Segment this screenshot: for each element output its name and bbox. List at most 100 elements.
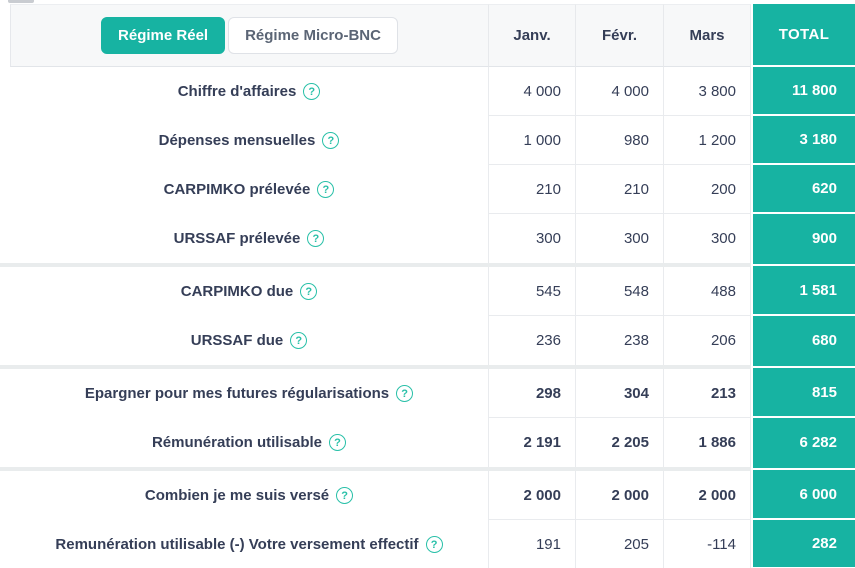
value-cell-mars: 1 886: [663, 418, 751, 467]
row-label-cell: Combien je me suis versé ?: [10, 471, 488, 520]
table-row: Remunération utilisable (-) Votre versem…: [10, 520, 855, 568]
row-label: Remunération utilisable (-) Votre versem…: [55, 536, 419, 553]
value-cell-janv: 2 000: [488, 471, 575, 520]
tab-regime-reel[interactable]: Régime Réel: [101, 17, 226, 54]
row-label: Chiffre d'affaires: [177, 83, 297, 100]
row-label-cell: Remunération utilisable (-) Votre versem…: [10, 520, 488, 568]
help-icon[interactable]: ?: [396, 385, 414, 402]
value-cell-mars: 200: [663, 165, 751, 214]
value-cell-janv: 210: [488, 165, 575, 214]
regime-tab-group: Régime Réel Régime Micro-BNC: [101, 17, 398, 54]
column-header-mars: Mars: [663, 4, 751, 67]
value-cell-fevr: 304: [575, 369, 663, 418]
total-cell: 3 180: [751, 116, 855, 165]
row-label: CARPIMKO due: [180, 283, 294, 300]
row-label: Dépenses mensuelles: [158, 132, 316, 149]
value-cell-janv: 300: [488, 214, 575, 263]
total-cell: 1 581: [751, 267, 855, 316]
row-label-cell: Chiffre d'affaires ?: [10, 67, 488, 116]
value-cell-mars: 488: [663, 267, 751, 316]
total-cell: 6 282: [751, 418, 855, 467]
section-separator-band: [0, 263, 751, 267]
help-icon[interactable]: ?: [425, 536, 443, 553]
value-cell-mars: 1 200: [663, 116, 751, 165]
row-label-cell: CARPIMKO due ?: [10, 267, 488, 316]
section-separator: [0, 263, 855, 267]
row-label: Epargner pour mes futures régularisation…: [84, 385, 390, 402]
table-row: URSSAF prélevée ? 300 300 300 900: [10, 214, 855, 263]
help-icon[interactable]: ?: [329, 434, 347, 451]
value-cell-mars: 3 800: [663, 67, 751, 116]
row-label-cell: URSSAF prélevée ?: [10, 214, 488, 263]
value-cell-fevr: 210: [575, 165, 663, 214]
value-cell-fevr: 548: [575, 267, 663, 316]
section-separator-total-band: [751, 467, 855, 471]
row-label-cell: URSSAF due ?: [10, 316, 488, 365]
table-row: CARPIMKO due ? 545 548 488 1 581: [10, 267, 855, 316]
value-cell-fevr: 238: [575, 316, 663, 365]
row-label: CARPIMKO prélevée: [163, 181, 311, 198]
value-cell-janv: 298: [488, 369, 575, 418]
value-cell-mars: -114: [663, 520, 751, 568]
total-cell: 11 800: [751, 67, 855, 116]
value-cell-janv: 4 000: [488, 67, 575, 116]
value-cell-janv: 236: [488, 316, 575, 365]
regime-tab-header-cell: Régime Réel Régime Micro-BNC: [10, 4, 488, 67]
section-separator-total-band: [751, 263, 855, 267]
total-cell: 6 000: [751, 471, 855, 520]
column-header-total: TOTAL: [751, 4, 855, 67]
value-cell-mars: 300: [663, 214, 751, 263]
row-label-cell: CARPIMKO prélevée ?: [10, 165, 488, 214]
tab-regime-micro-bnc[interactable]: Régime Micro-BNC: [228, 17, 398, 54]
column-header-janv: Janv.: [488, 4, 575, 67]
value-cell-janv: 545: [488, 267, 575, 316]
table-row: Combien je me suis versé ? 2 000 2 000 2…: [10, 471, 855, 520]
table-row: Epargner pour mes futures régularisation…: [10, 369, 855, 418]
total-cell: 680: [751, 316, 855, 365]
column-header-fevr: Févr.: [575, 4, 663, 67]
help-icon[interactable]: ?: [307, 230, 325, 247]
row-label-cell: Epargner pour mes futures régularisation…: [10, 369, 488, 418]
help-icon[interactable]: ?: [303, 83, 321, 100]
value-cell-mars: 213: [663, 369, 751, 418]
value-cell-mars: 206: [663, 316, 751, 365]
section-separator-band: [0, 467, 751, 471]
row-label: Rémunération utilisable: [151, 434, 323, 451]
table-row: Rémunération utilisable ? 2 191 2 205 1 …: [10, 418, 855, 467]
section-separator: [0, 467, 855, 471]
row-label-cell: Rémunération utilisable ?: [10, 418, 488, 467]
page-edge-fragment: [8, 0, 34, 3]
value-cell-fevr: 4 000: [575, 67, 663, 116]
help-icon[interactable]: ?: [336, 487, 354, 504]
total-cell: 900: [751, 214, 855, 263]
help-icon[interactable]: ?: [300, 283, 318, 300]
row-label: URSSAF due: [190, 332, 284, 349]
row-label: Combien je me suis versé: [144, 487, 330, 504]
value-cell-janv: 1 000: [488, 116, 575, 165]
value-cell-janv: 191: [488, 520, 575, 568]
section-separator-total-band: [751, 365, 855, 369]
table-row: URSSAF due ? 236 238 206 680: [10, 316, 855, 365]
table-row: Dépenses mensuelles ? 1 000 980 1 200 3 …: [10, 116, 855, 165]
value-cell-janv: 2 191: [488, 418, 575, 467]
table-header-row: Régime Réel Régime Micro-BNC Janv. Févr.…: [10, 4, 855, 67]
value-cell-fevr: 205: [575, 520, 663, 568]
section-separator: [0, 365, 855, 369]
row-label: URSSAF prélevée: [173, 230, 301, 247]
row-label-cell: Dépenses mensuelles ?: [10, 116, 488, 165]
section-separator-band: [0, 365, 751, 369]
table-row: Chiffre d'affaires ? 4 000 4 000 3 800 1…: [10, 67, 855, 116]
value-cell-fevr: 300: [575, 214, 663, 263]
table-body: Chiffre d'affaires ? 4 000 4 000 3 800 1…: [0, 67, 855, 568]
total-cell: 282: [751, 520, 855, 568]
value-cell-fevr: 2 000: [575, 471, 663, 520]
help-icon[interactable]: ?: [290, 332, 308, 349]
table-row: CARPIMKO prélevée ? 210 210 200 620: [10, 165, 855, 214]
help-icon[interactable]: ?: [322, 132, 340, 149]
total-cell: 815: [751, 369, 855, 418]
help-icon[interactable]: ?: [317, 181, 335, 198]
value-cell-mars: 2 000: [663, 471, 751, 520]
value-cell-fevr: 980: [575, 116, 663, 165]
